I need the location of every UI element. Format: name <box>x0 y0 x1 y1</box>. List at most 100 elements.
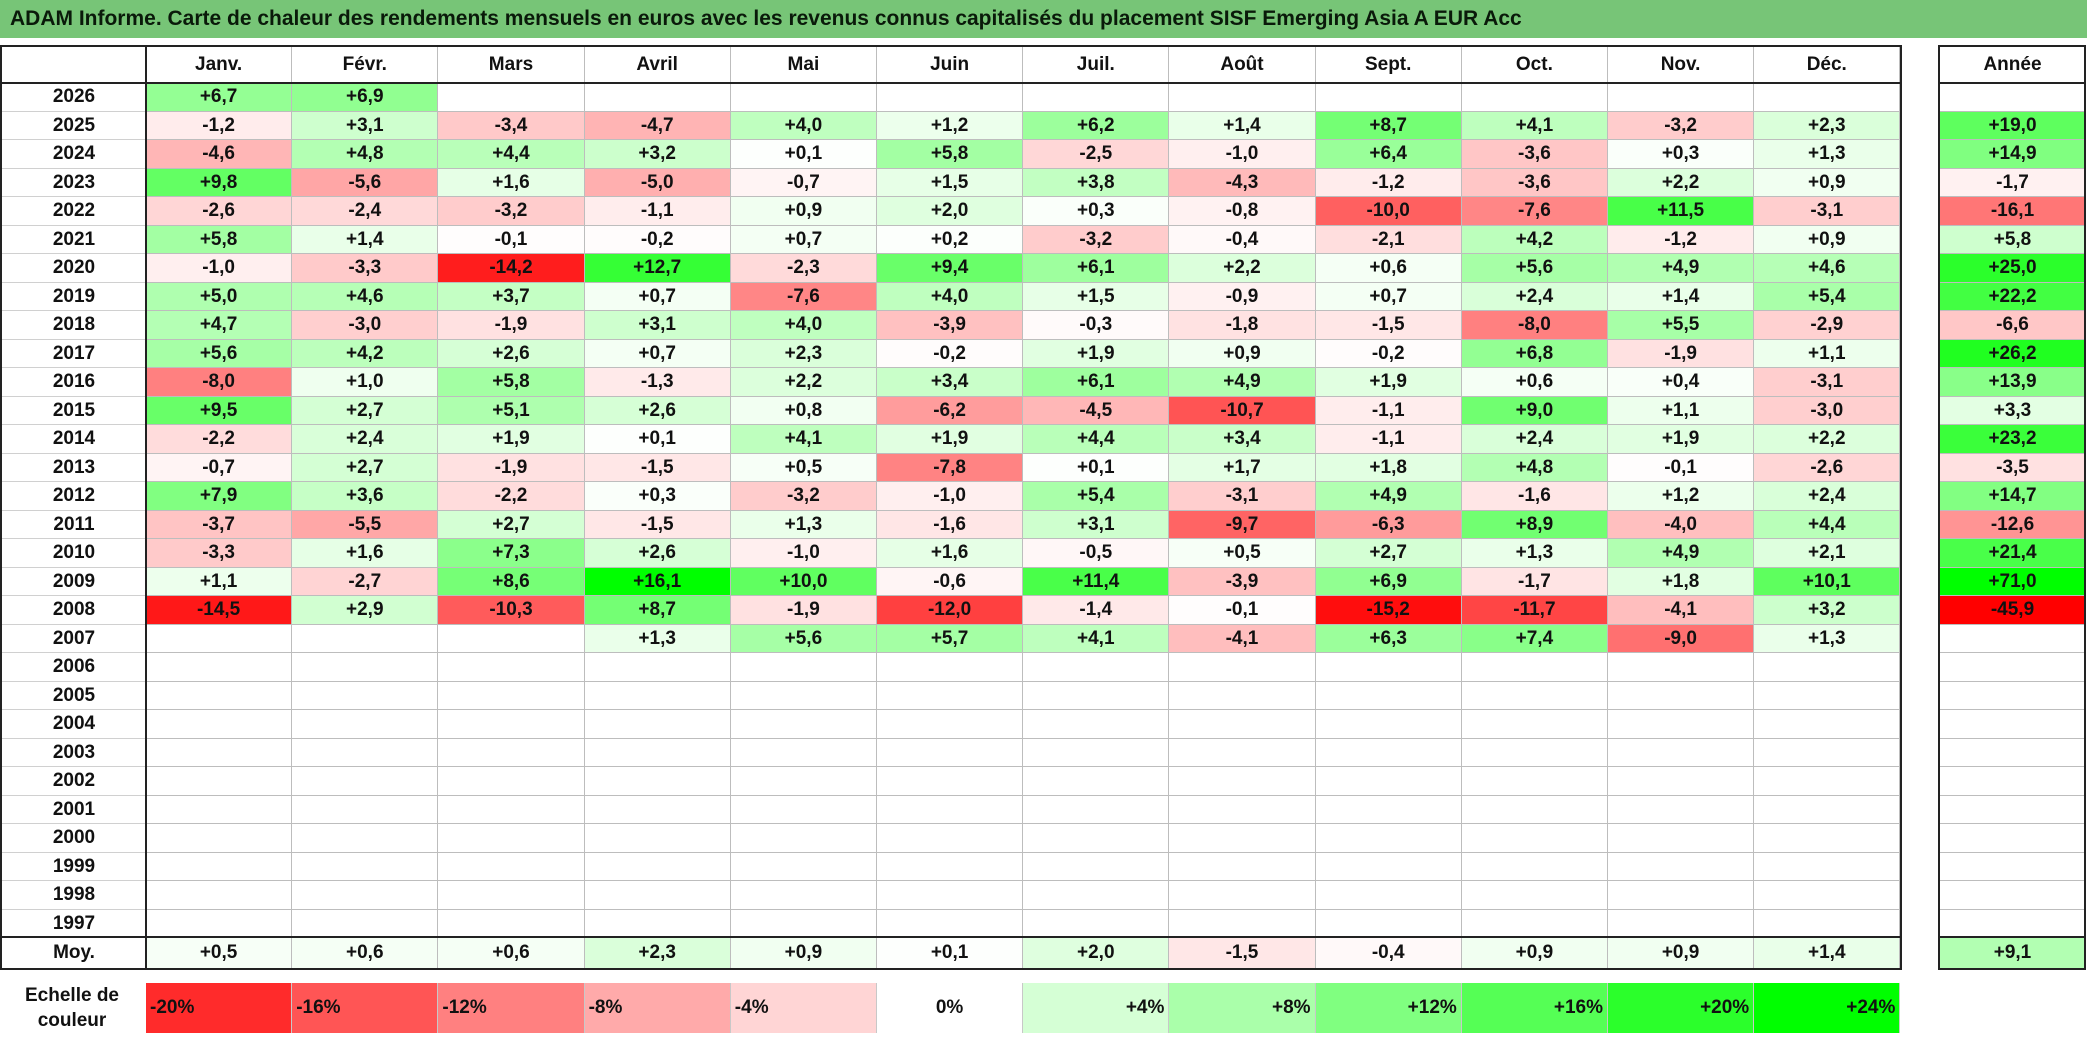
heatmap-cell: -0,9 <box>1169 282 1316 311</box>
heatmap-cell: +7,9 <box>146 482 293 511</box>
color-scale-swatch: +8% <box>1169 983 1316 1033</box>
heatmap-cell: +2,6 <box>438 339 585 368</box>
annual-cell: +25,0 <box>1940 254 2085 283</box>
heatmap-cell: -9,7 <box>1169 510 1316 539</box>
heatmap-cell: -4,5 <box>1023 396 1170 425</box>
heatmap-cell: +8,7 <box>584 596 731 625</box>
heatmap-cell <box>584 83 731 112</box>
heatmap-cell <box>146 767 293 796</box>
heatmap-cell: -10,3 <box>438 596 585 625</box>
heatmap-cell <box>730 83 877 112</box>
heatmap-cell: +1,0 <box>292 368 439 397</box>
color-scale-swatch: 0% <box>877 983 1024 1033</box>
heatmap-cell <box>1315 824 1462 853</box>
heatmap-cell: -1,1 <box>584 197 731 226</box>
heatmap-cell: -5,5 <box>292 510 439 539</box>
heatmap-cell: -1,9 <box>1608 339 1755 368</box>
heatmap-cell <box>584 881 731 910</box>
heatmap-cell: -1,3 <box>584 368 731 397</box>
year-label: 2018 <box>2 311 146 340</box>
average-annual-cell: +9,1 <box>1940 938 2085 968</box>
month-header: Janv. <box>146 47 293 82</box>
heatmap-cell: +4,1 <box>1461 111 1608 140</box>
year-label: 2014 <box>2 425 146 454</box>
year-label: 1998 <box>2 881 146 910</box>
annual-cell: -3,5 <box>1940 453 2085 482</box>
heatmap-cell: +11,4 <box>1023 567 1170 596</box>
heatmap-cell <box>292 795 439 824</box>
heatmap-cell <box>877 653 1024 682</box>
annual-cell: +19,0 <box>1940 111 2085 140</box>
heatmap-cell: +2,4 <box>1461 282 1608 311</box>
heatmap-cell <box>1169 710 1316 739</box>
heatmap-cell <box>292 767 439 796</box>
average-cell: +0,9 <box>1608 938 1755 968</box>
heatmap-cell: +4,4 <box>1754 510 1901 539</box>
heatmap-cell: -2,3 <box>730 254 877 283</box>
heatmap-cell <box>1608 653 1755 682</box>
heatmap-cell <box>1315 852 1462 881</box>
annual-cell: -16,1 <box>1940 197 2085 226</box>
heatmap-cell: +10,0 <box>730 567 877 596</box>
heatmap-cell: +16,1 <box>584 567 731 596</box>
heatmap-cell <box>1315 653 1462 682</box>
average-cell: +0,6 <box>438 938 585 968</box>
heatmap-cell: +0,1 <box>730 140 877 169</box>
heatmap-cell <box>438 881 585 910</box>
annual-cell <box>1940 681 2085 710</box>
year-label: 2002 <box>2 767 146 796</box>
heatmap-cell: +2,4 <box>1754 482 1901 511</box>
heatmap-cell <box>146 852 293 881</box>
annual-cell: +22,2 <box>1940 282 2085 311</box>
month-header: Oct. <box>1462 47 1608 82</box>
heatmap-cell <box>1608 738 1755 767</box>
heatmap-cell <box>438 738 585 767</box>
heatmap-cell <box>1023 710 1170 739</box>
heatmap-cell: -2,1 <box>1315 225 1462 254</box>
heatmap-cell <box>438 653 585 682</box>
heatmap-cell: +1,6 <box>877 539 1024 568</box>
year-label: 2005 <box>2 682 146 710</box>
heatmap-cell: -1,2 <box>1608 225 1755 254</box>
heatmap-cell: +2,0 <box>877 197 1024 226</box>
heatmap-cell: -3,2 <box>730 482 877 511</box>
heatmap-cell: -7,8 <box>877 453 1024 482</box>
year-label: 2003 <box>2 739 146 767</box>
heatmap-cell <box>877 83 1024 112</box>
year-label: 2007 <box>2 625 146 653</box>
year-label: 2009 <box>2 568 146 596</box>
heatmap-cell <box>1608 824 1755 853</box>
heatmap-cell <box>1169 767 1316 796</box>
year-label: 2013 <box>2 454 146 482</box>
heatmap-cell: +3,6 <box>292 482 439 511</box>
heatmap-cell: +1,2 <box>1608 482 1755 511</box>
heatmap-cell: -4,1 <box>1169 624 1316 653</box>
heatmap-cell: -1,9 <box>438 311 585 340</box>
heatmap-cell <box>292 852 439 881</box>
heatmap-cell <box>1023 767 1170 796</box>
heatmap-cell: +5,4 <box>1754 282 1901 311</box>
year-label: 2006 <box>2 653 146 682</box>
heatmap-cell: -10,7 <box>1169 396 1316 425</box>
heatmap-cell <box>146 653 293 682</box>
annual-cell: -6,6 <box>1940 311 2085 340</box>
heatmap-cell <box>438 852 585 881</box>
heatmap-cell <box>1023 83 1170 112</box>
heatmap-cell: +6,8 <box>1461 339 1608 368</box>
heatmap-cell <box>1461 653 1608 682</box>
heatmap-cell <box>877 852 1024 881</box>
heatmap-cell: +0,9 <box>1754 225 1901 254</box>
heatmap-cell: +0,7 <box>584 339 731 368</box>
heatmap-cell <box>146 624 293 653</box>
annual-cell: -45,9 <box>1940 596 2085 625</box>
year-label: 2015 <box>2 397 146 425</box>
heatmap-cell <box>1461 824 1608 853</box>
heatmap-cell <box>1461 909 1608 938</box>
heatmap-cell <box>292 653 439 682</box>
heatmap-cell: +2,7 <box>1315 539 1462 568</box>
month-header: Juin <box>877 47 1024 82</box>
heatmap-cell <box>877 909 1024 938</box>
heatmap-cell: +1,1 <box>1754 339 1901 368</box>
heatmap-cell <box>584 909 731 938</box>
heatmap-cell: -1,1 <box>1315 396 1462 425</box>
